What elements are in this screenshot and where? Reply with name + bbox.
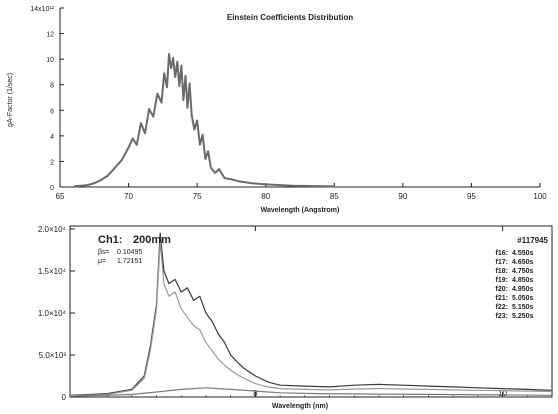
legend-entry-value: 5.150s bbox=[512, 304, 534, 311]
top-chart-title: Einstein Coefficients Distribution bbox=[227, 13, 353, 22]
top-x-tick-label: 90 bbox=[398, 192, 407, 201]
bottom-series-line bbox=[69, 387, 553, 397]
annotation-shot-number: #117945 bbox=[517, 236, 548, 245]
annotation-mu-value: 1.72151 bbox=[117, 258, 142, 265]
legend-entry-value: 4.550s bbox=[512, 250, 534, 257]
bottom-plot-frame bbox=[69, 225, 553, 398]
bottom-x-tick-label: 10 bbox=[498, 389, 507, 398]
bottom-y-tick-label: 0 bbox=[62, 393, 67, 402]
legend-entry-label: f20: bbox=[496, 286, 508, 293]
bottom-y-tick-label: 2.0×10⁴ bbox=[38, 225, 67, 234]
legend-entry-label: f19: bbox=[496, 277, 508, 284]
annotation-beta-label: βs= bbox=[98, 249, 110, 256]
bottom-legend: f16: 4.550s f17: 4.650s f18: 4.750s f19: 4.850s… bbox=[496, 250, 534, 320]
legend-entry-label: f22: bbox=[496, 304, 508, 311]
annotation-thickness: 200mm bbox=[133, 234, 171, 246]
top-y-tick-label: 8 bbox=[50, 83, 54, 90]
legend-entry-value: 4.650s bbox=[512, 259, 534, 266]
top-chart: Einstein Coefficients Distribution gA-Fa… bbox=[7, 6, 547, 214]
top-x-tick-label: 70 bbox=[124, 192, 133, 201]
legend-entry-label: f18: bbox=[496, 268, 508, 275]
top-x-tick-label: 95 bbox=[467, 192, 476, 201]
bottom-y-tick-label: 5.0×10³ bbox=[39, 351, 67, 360]
top-y-tick-label: 4 bbox=[50, 134, 54, 141]
top-x-axis-label: Wavelength (Angstrom) bbox=[261, 207, 340, 214]
bottom-x-tick-label: 8 bbox=[253, 389, 258, 398]
bottom-y-tick-label: 1.5×10⁴ bbox=[38, 267, 67, 276]
top-x-tick-label: 100 bbox=[533, 192, 547, 201]
top-x-tick-label: 80 bbox=[261, 192, 270, 201]
top-x-tick-label: 85 bbox=[330, 192, 339, 201]
top-y-tick-label: 12 bbox=[46, 32, 54, 39]
bottom-y-tick-label: 1.0×10⁴ bbox=[38, 309, 67, 318]
bottom-y-ticks: 0 5.0×10³ 1.0×10⁴ 1.5×10⁴ 2.0×10⁴ bbox=[38, 225, 75, 402]
legend-entry-value: 5.250s bbox=[512, 313, 534, 320]
top-y-tick-label: 14x10¹² bbox=[30, 6, 54, 13]
top-x-ticks: 65 70 75 80 85 90 95 100 bbox=[56, 183, 547, 201]
bottom-series-group bbox=[69, 232, 553, 397]
bottom-x-axis-label: Wavelength (nm) bbox=[272, 403, 328, 410]
top-y-tick-label: 6 bbox=[50, 108, 54, 115]
bottom-x-ticks: 8 10 bbox=[82, 226, 553, 398]
annotation-beta-value: 0.10495 bbox=[117, 249, 142, 256]
legend-entry-value: 4.950s bbox=[512, 286, 534, 293]
annotation-mu-label: μ= bbox=[98, 258, 106, 265]
legend-entry-value: 5.050s bbox=[512, 295, 534, 302]
legend-entry-label: f17: bbox=[496, 259, 508, 266]
top-x-tick-label: 65 bbox=[56, 192, 65, 201]
bottom-chart: 8 10 0 5.0×10³ 1.0×10⁴ 1.5×10⁴ 2.0×10⁴ Wavele… bbox=[38, 225, 553, 410]
legend-entry-value: 4.750s bbox=[512, 268, 534, 275]
legend-entry-label: f16: bbox=[496, 250, 508, 257]
top-y-tick-label: 0 bbox=[50, 185, 54, 192]
legend-entry-label: f23: bbox=[496, 313, 508, 320]
top-series-line bbox=[73, 53, 335, 188]
top-y-tick-label: 10 bbox=[46, 57, 54, 64]
bottom-series-line bbox=[69, 241, 553, 397]
annotation-channel: Ch1: bbox=[98, 234, 122, 246]
top-y-axis-label: gA-Factor (1/sec) bbox=[7, 73, 14, 127]
top-y-ticks: 0 2 4 6 8 10 12 14x10¹² bbox=[30, 6, 64, 192]
legend-entry-label: f21: bbox=[496, 295, 508, 302]
legend-entry-value: 4.850s bbox=[512, 277, 534, 284]
top-series-group bbox=[73, 53, 335, 188]
top-x-tick-label: 75 bbox=[193, 192, 202, 201]
top-y-tick-label: 2 bbox=[50, 159, 54, 166]
